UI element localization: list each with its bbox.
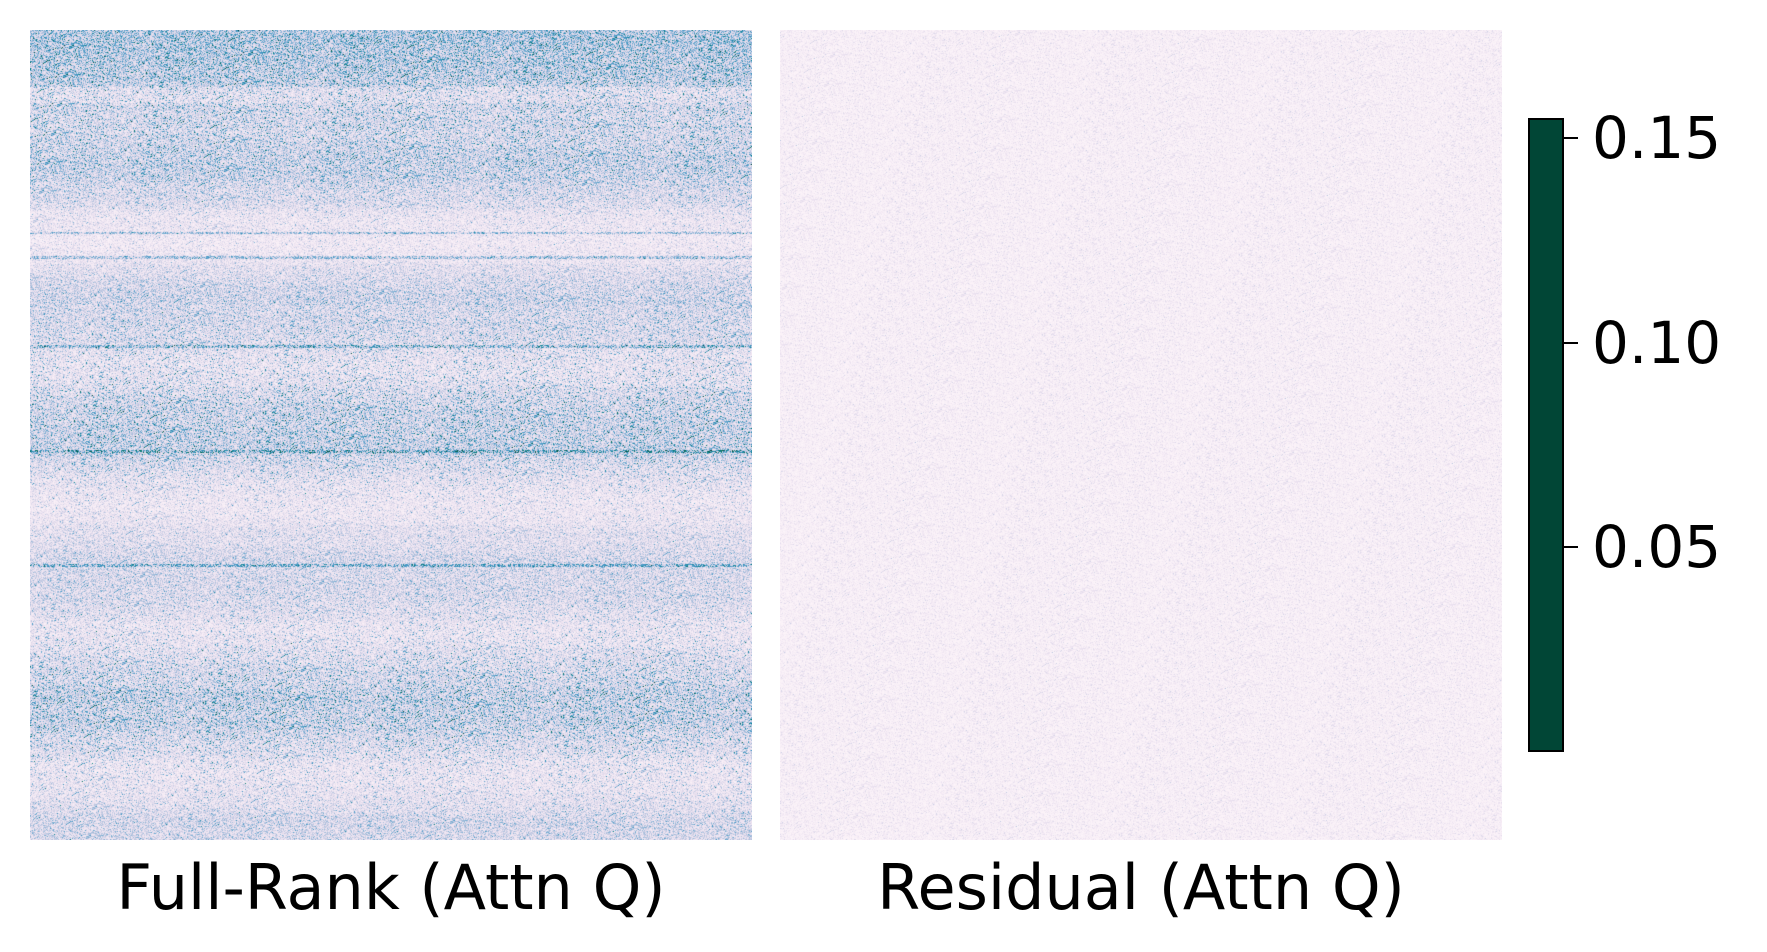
heatmap-residual [780,30,1502,840]
colorbar-tick-mark [1564,341,1578,344]
heatmap-full-rank-title: Full-Rank (Attn Q) [116,851,666,924]
colorbar-tick-label: 0.05 [1592,513,1722,582]
heatmap-full-rank [30,30,752,840]
colorbar-tick-label: 0.10 [1592,308,1722,377]
heatmap-residual-title: Residual (Attn Q) [877,851,1405,924]
colorbar-tick-label: 0.15 [1592,104,1722,173]
colorbar [1528,118,1564,752]
colorbar-tick-mark [1564,137,1578,140]
colorbar-tick-mark [1564,546,1578,549]
